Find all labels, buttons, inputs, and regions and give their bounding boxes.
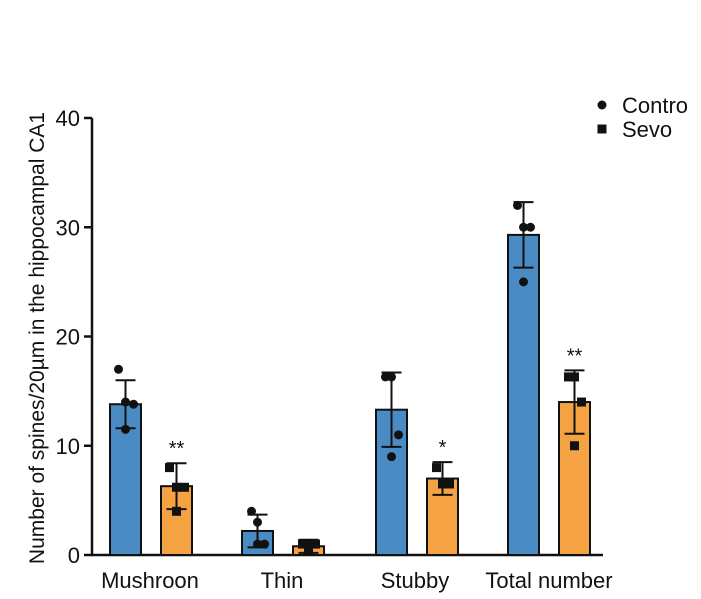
data-point <box>445 479 454 489</box>
data-point <box>253 517 262 527</box>
data-point <box>526 222 535 232</box>
y-tick-label: 40 <box>56 106 80 131</box>
data-point <box>570 441 579 451</box>
significance-markers: ** *** <box>169 345 583 460</box>
data-point <box>129 399 138 409</box>
significance-marker: ** <box>169 438 185 460</box>
data-point <box>253 539 262 549</box>
data-point <box>387 452 396 462</box>
x-category-label: Stubby <box>381 568 450 593</box>
x-category-label: Total number <box>485 568 612 593</box>
data-point <box>260 539 269 549</box>
legend-label: Sevo <box>622 117 672 142</box>
x-category-label: Mushroon <box>101 568 199 593</box>
y-tick-label: 30 <box>56 215 80 240</box>
data-point <box>121 424 130 434</box>
data-point <box>247 506 256 516</box>
y-tick-label: 20 <box>56 325 80 350</box>
data-point <box>432 463 441 473</box>
y-axis: 0 10 20 30 40 <box>56 106 94 568</box>
legend-label: Contro <box>622 93 688 118</box>
data-point <box>172 506 181 516</box>
data-point <box>513 200 522 210</box>
data-point <box>564 372 573 382</box>
data-point <box>172 482 181 492</box>
data-point <box>298 539 307 549</box>
y-tick-label: 10 <box>56 434 80 459</box>
data-point <box>114 364 123 374</box>
x-axis: Mushroon Thin Stubby Total number <box>91 553 613 593</box>
y-tick-label: 0 <box>68 543 80 568</box>
legend-marker-square <box>597 124 607 134</box>
data-point <box>311 539 320 549</box>
data-point <box>570 372 579 382</box>
data-point <box>577 397 586 407</box>
significance-marker: * <box>439 437 447 459</box>
bars <box>109 201 591 557</box>
data-point <box>180 482 189 492</box>
data-point <box>519 277 528 287</box>
data-point <box>387 372 396 382</box>
data-point <box>165 463 174 473</box>
data-point <box>304 539 313 549</box>
data-point <box>304 545 313 555</box>
data-point <box>121 397 130 407</box>
significance-marker: ** <box>567 345 583 367</box>
data-point <box>519 222 528 232</box>
data-point <box>394 430 403 440</box>
y-axis-label: Number of spines/20µm in the hippocampal… <box>26 112 49 564</box>
data-point <box>438 479 447 489</box>
data-points <box>114 200 586 555</box>
legend-marker-circle <box>597 100 607 110</box>
x-category-label: Thin <box>261 568 304 593</box>
